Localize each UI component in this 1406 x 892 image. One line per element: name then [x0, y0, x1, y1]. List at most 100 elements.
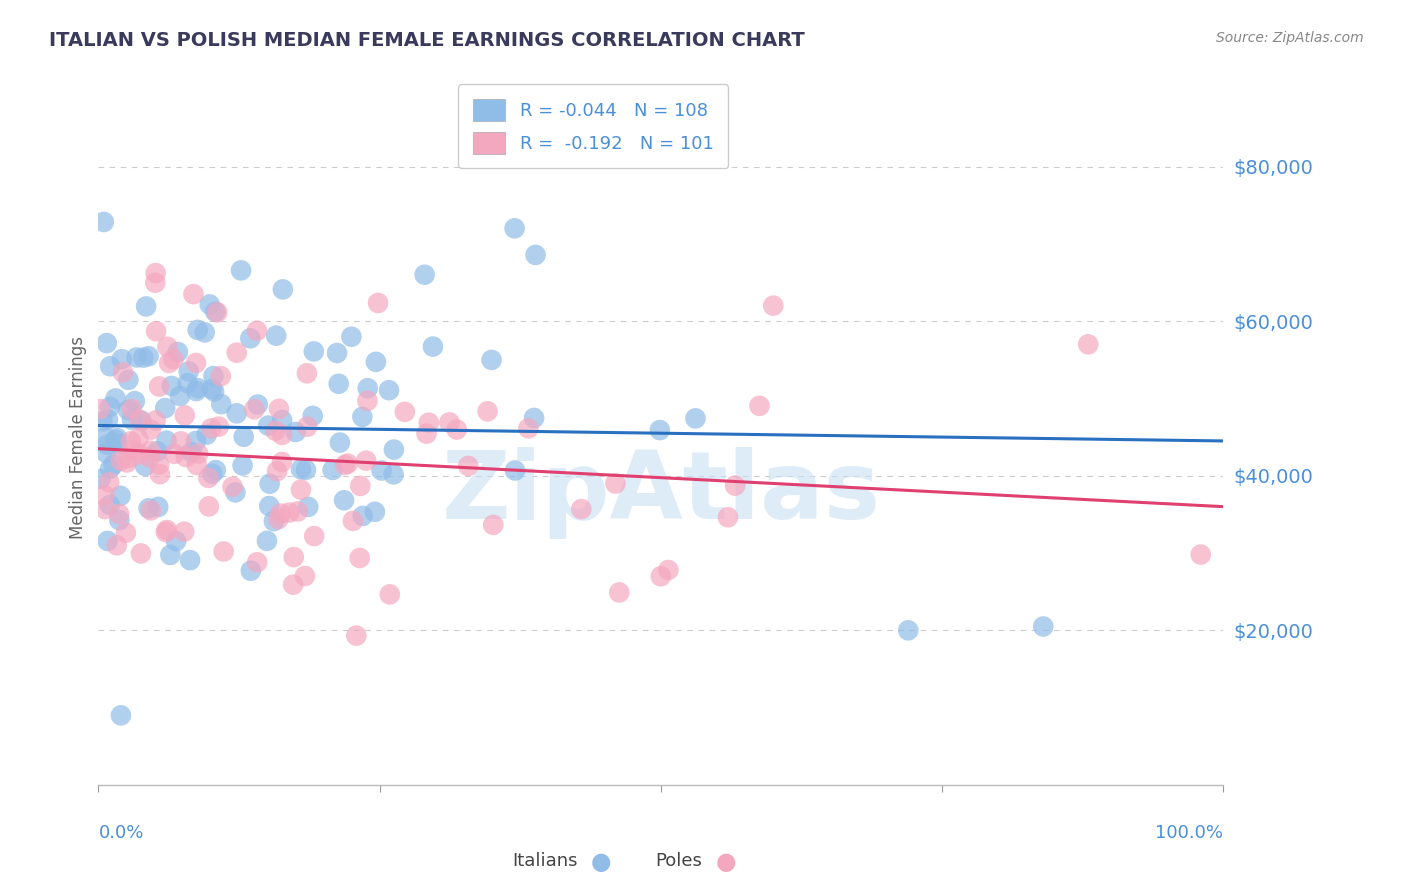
Point [295, 366, 318, 380]
Point [283, 577, 305, 591]
Point [336, 457, 359, 471]
Point [648, 423, 671, 437]
Text: ●: ● [716, 850, 737, 874]
Point [302, 529, 325, 543]
Point [295, 419, 318, 434]
Point [294, 569, 316, 583]
Point [169, 389, 191, 403]
Point [267, 512, 290, 526]
Point [184, 434, 207, 448]
Point [115, 455, 138, 469]
Point [301, 409, 323, 423]
Point [128, 413, 150, 427]
Point [118, 450, 141, 465]
Point [415, 426, 437, 441]
Point [176, 376, 198, 391]
Point [97, 412, 120, 426]
Point [271, 282, 294, 296]
Point [155, 401, 177, 416]
Point [93, 488, 115, 502]
Point [264, 328, 287, 343]
Point [295, 463, 318, 477]
Point [287, 504, 309, 518]
Point [96, 336, 118, 351]
Point [446, 423, 468, 437]
Point [897, 624, 920, 638]
Text: 0.0%: 0.0% [98, 824, 143, 842]
Point [187, 323, 209, 337]
Point [201, 467, 224, 481]
Point [246, 324, 269, 338]
Point [186, 384, 208, 398]
Point [198, 500, 221, 514]
Point [239, 564, 262, 578]
Text: Poles: Poles [655, 852, 703, 870]
Point [209, 369, 232, 384]
Point [333, 458, 356, 472]
Point [174, 450, 197, 464]
Point [302, 344, 325, 359]
Text: Italians: Italians [512, 852, 578, 870]
Point [148, 500, 170, 514]
Text: ITALIAN VS POLISH MEDIAN FEMALE EARNINGS CORRELATION CHART: ITALIAN VS POLISH MEDIAN FEMALE EARNINGS… [49, 31, 806, 50]
Point [382, 442, 405, 457]
Point [329, 435, 352, 450]
Point [650, 569, 672, 583]
Point [232, 430, 254, 444]
Point [194, 326, 217, 340]
Point [204, 305, 226, 319]
Point [160, 379, 183, 393]
Point [256, 533, 278, 548]
Point [117, 373, 139, 387]
Point [167, 345, 190, 359]
Point [1189, 548, 1212, 562]
Point [378, 383, 401, 397]
Point [378, 587, 401, 601]
Point [138, 349, 160, 363]
Point [340, 330, 363, 344]
Point [148, 458, 170, 472]
Point [523, 411, 546, 425]
Point [111, 366, 134, 380]
Point [156, 340, 179, 354]
Point [129, 546, 152, 560]
Point [94, 446, 117, 460]
Point [184, 356, 207, 370]
Text: 100.0%: 100.0% [1156, 824, 1223, 842]
Point [283, 550, 305, 565]
Point [146, 444, 169, 458]
Point [187, 381, 209, 395]
Point [94, 430, 117, 444]
Point [139, 443, 162, 458]
Point [187, 447, 209, 461]
Point [266, 464, 288, 478]
Point [145, 413, 167, 427]
Point [103, 458, 125, 472]
Point [135, 300, 157, 314]
Point [155, 524, 177, 539]
Point [198, 297, 221, 311]
Point [481, 352, 503, 367]
Point [179, 553, 201, 567]
Point [89, 402, 111, 417]
Point [422, 340, 444, 354]
Point [357, 381, 380, 395]
Point [517, 421, 540, 435]
Point [225, 406, 247, 420]
Point [138, 501, 160, 516]
Point [352, 508, 374, 523]
Point [139, 503, 162, 517]
Point [205, 305, 228, 319]
Point [131, 414, 153, 428]
Point [128, 447, 150, 461]
Point [90, 472, 112, 486]
Text: ●: ● [591, 850, 612, 874]
Point [138, 450, 160, 465]
Point [155, 434, 177, 448]
Point [503, 221, 526, 235]
Point [297, 500, 319, 514]
Point [356, 393, 378, 408]
Point [105, 538, 128, 552]
Point [349, 479, 371, 493]
Point [110, 489, 132, 503]
